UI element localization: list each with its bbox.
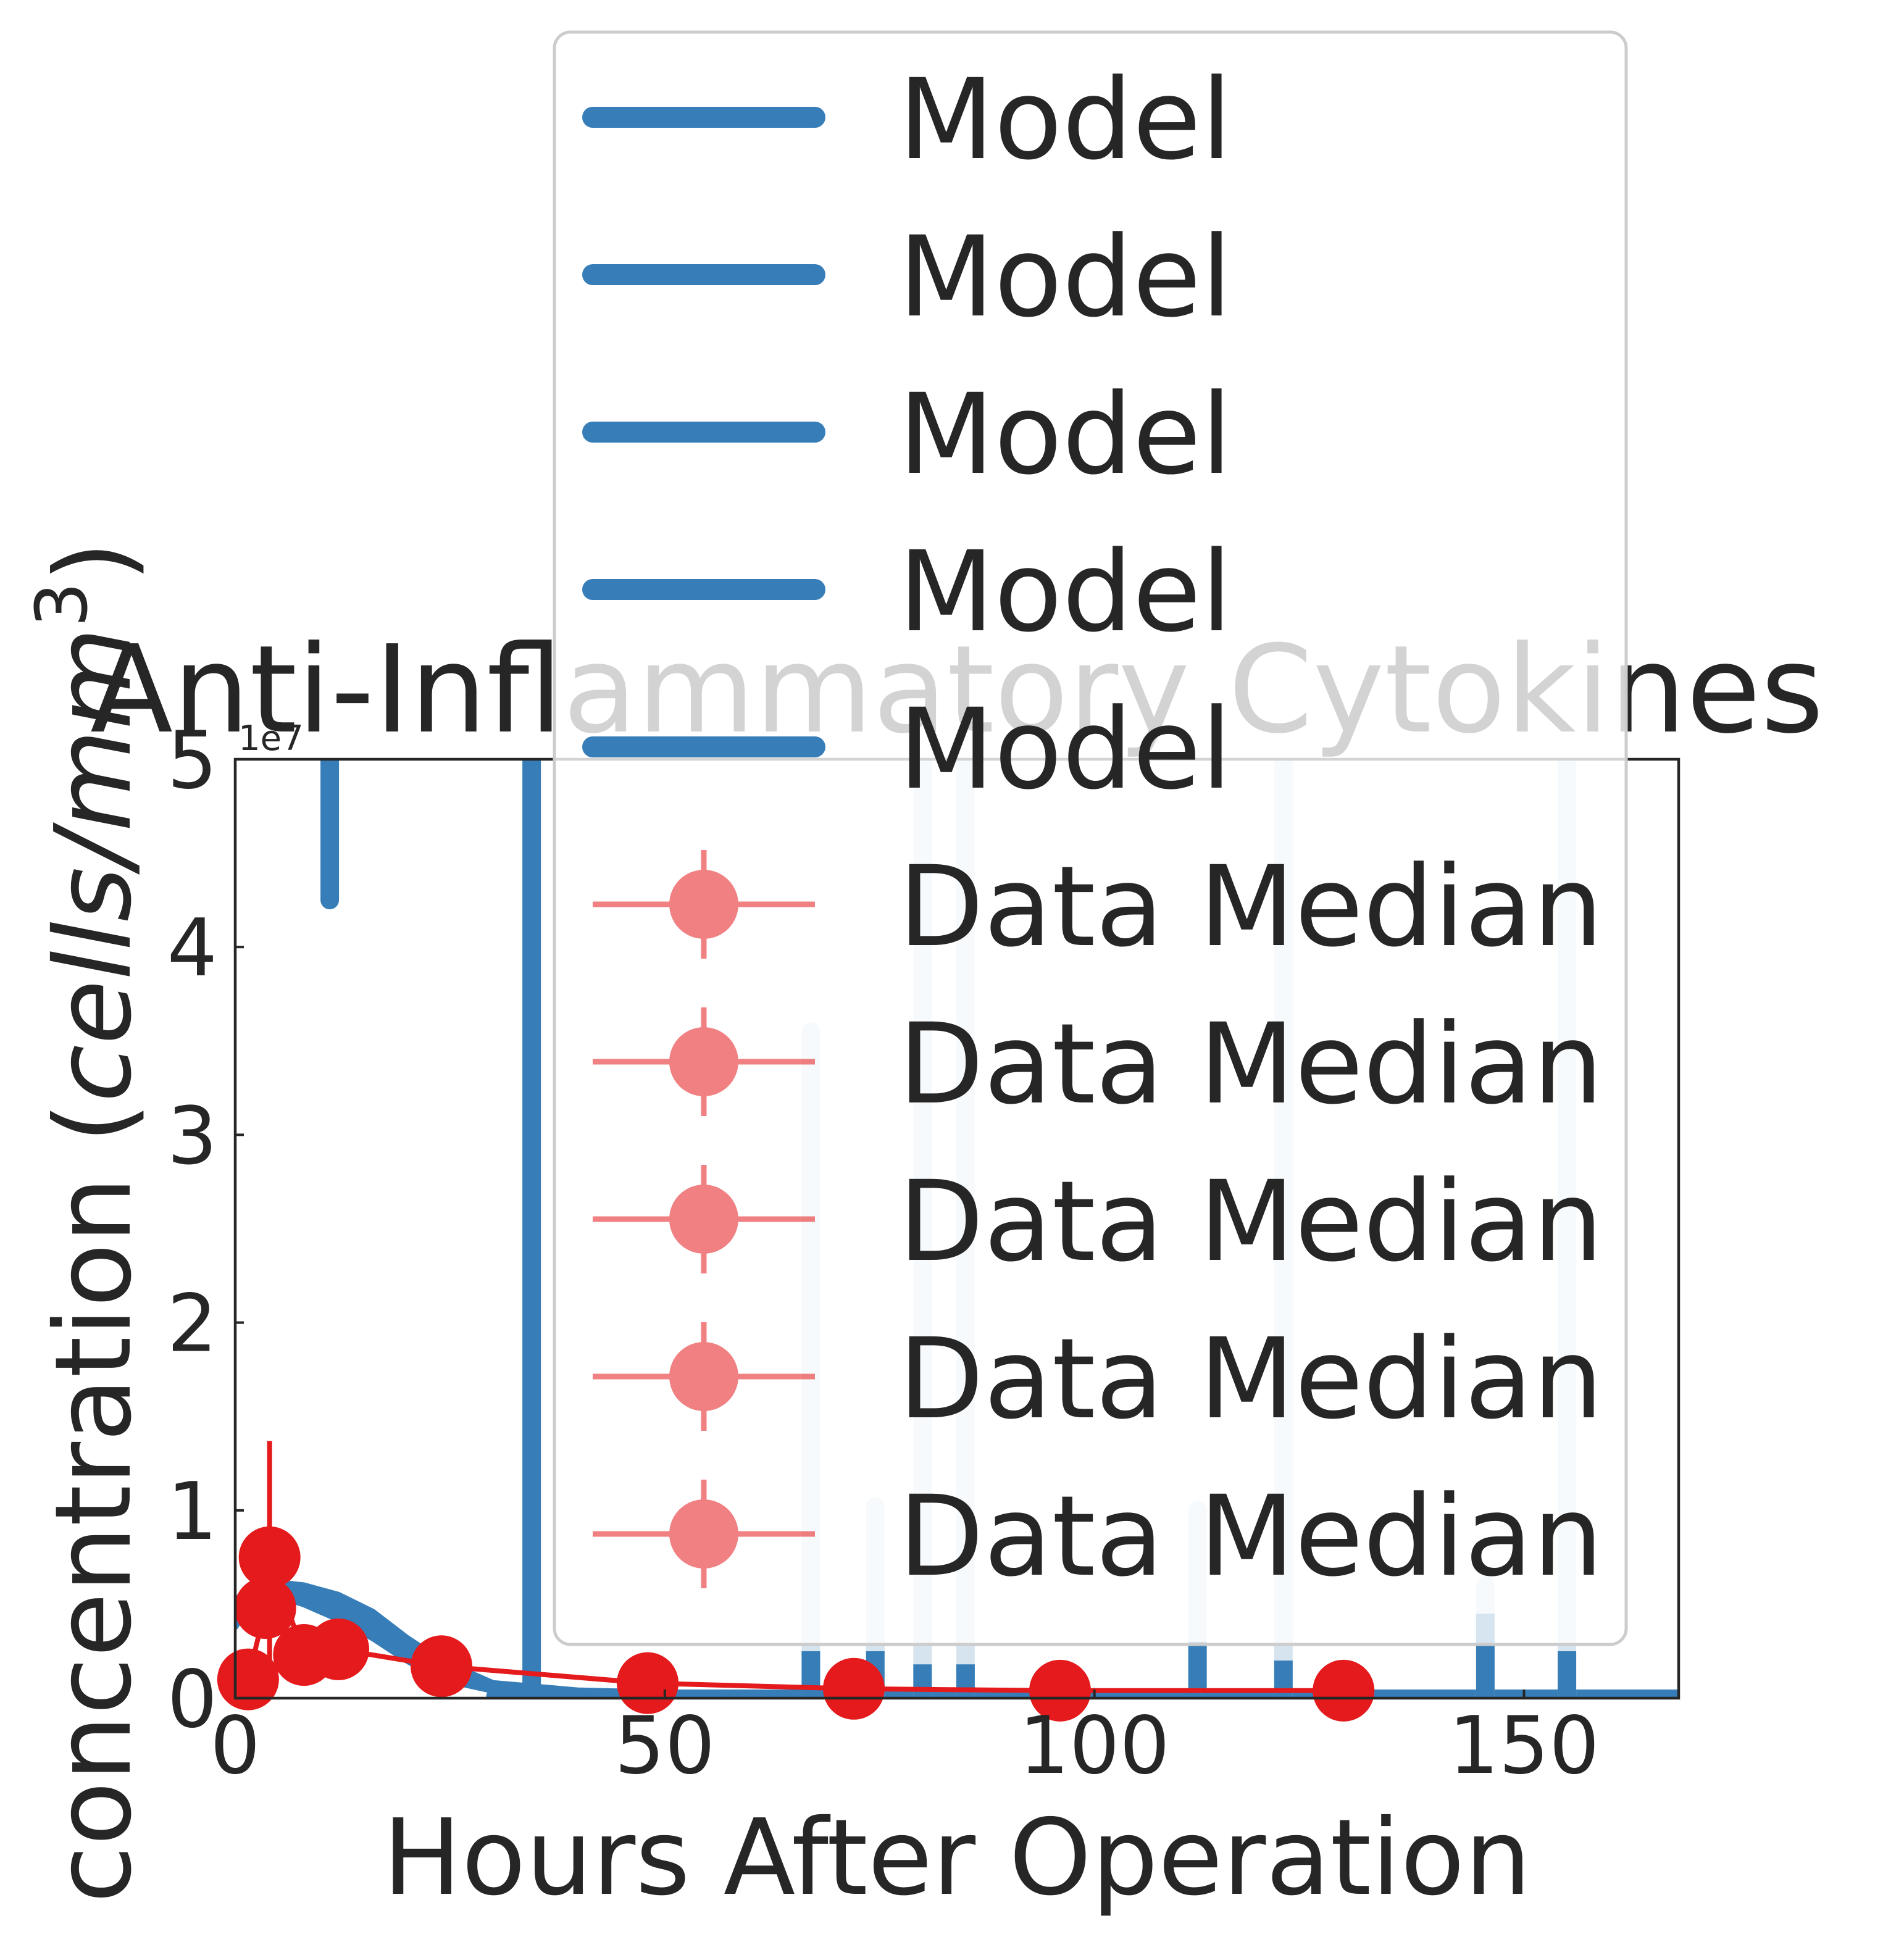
y-tick-label: 1 <box>167 1466 217 1558</box>
x-tick-label: 0 <box>210 1700 260 1792</box>
legend: Model Model Model Model Model Data Median Data… <box>553 30 1628 1646</box>
y-tick-label: 5 <box>167 715 217 807</box>
legend-label: Model <box>898 528 1232 657</box>
legend-label: Model <box>898 685 1232 814</box>
data-median-point <box>1313 1659 1375 1722</box>
legend-label: Model <box>898 56 1232 185</box>
y-tick-label: 0 <box>167 1654 217 1746</box>
y-tick-label: 2 <box>167 1278 217 1370</box>
legend-label: Data Median <box>898 843 1603 972</box>
legend-data-swatch <box>593 850 815 959</box>
data-median-point <box>217 1648 279 1710</box>
legend-items: Model Model Model Model Model Data Median Data… <box>582 56 1603 1601</box>
data-layer <box>217 1441 1375 1722</box>
y-axis-label-prefix: concentration ( <box>33 1102 155 1904</box>
x-tick-label: 150 <box>1448 1700 1599 1792</box>
legend-data-swatch <box>593 1480 815 1588</box>
data-median-point <box>238 1526 301 1588</box>
x-axis-label: Hours After Operation <box>383 1797 1531 1919</box>
y-axis-label: concentration (cells/mm3) <box>21 541 155 1904</box>
y-axis-label-suffix: ) <box>33 541 155 582</box>
y-tick-label: 4 <box>167 902 217 994</box>
ticks-layer: 0 50 100 150 0 1 2 3 4 5 <box>167 715 1600 1792</box>
data-median-point <box>234 1577 296 1639</box>
data-median-point <box>307 1618 369 1680</box>
legend-data-swatch <box>593 1165 815 1273</box>
offset-text: 1e7 <box>238 719 304 759</box>
x-tick-label: 100 <box>1019 1700 1170 1792</box>
data-median-point <box>823 1657 885 1720</box>
y-tick-label: 3 <box>167 1090 217 1182</box>
legend-label: Data Median <box>898 1472 1603 1601</box>
data-median-point <box>411 1635 472 1698</box>
legend-label: Data Median <box>898 1000 1603 1129</box>
y-axis-label-exp: 3 <box>21 582 104 627</box>
model-band <box>235 1578 1679 1698</box>
legend-label: Data Median <box>898 1315 1603 1444</box>
legend-label: Model <box>898 213 1232 342</box>
x-tick-label: 50 <box>614 1700 715 1792</box>
y-axis-label-unit: cells/mm <box>33 627 155 1102</box>
legend-label: Model <box>898 370 1232 499</box>
legend-data-swatch <box>593 1322 815 1431</box>
legend-label: Data Median <box>898 1157 1603 1286</box>
data-median-point <box>1029 1659 1091 1722</box>
legend-data-swatch <box>593 1007 815 1116</box>
